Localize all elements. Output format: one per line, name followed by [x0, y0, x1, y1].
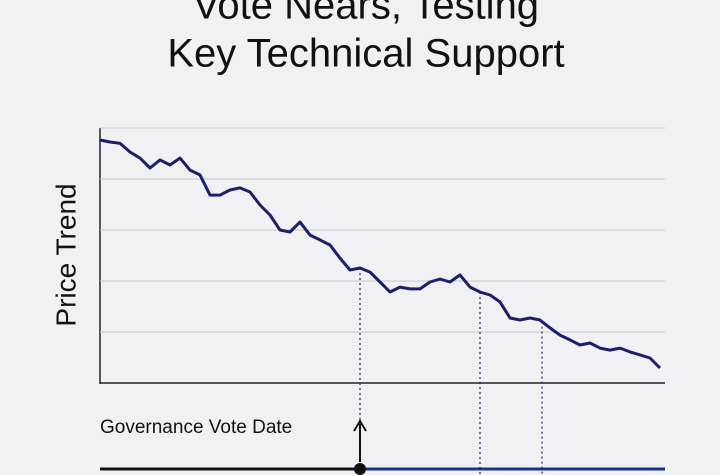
price-line [99, 138, 662, 370]
annotation-text: Governance Vote Date [100, 417, 292, 438]
vote-dot [354, 463, 366, 475]
arrow-head [353, 419, 367, 432]
chart-title: Key Technical Support [167, 32, 564, 76]
chart-title: Vote Nears, Testing [193, 0, 539, 28]
y-axis-label: Price Trend [50, 183, 81, 326]
